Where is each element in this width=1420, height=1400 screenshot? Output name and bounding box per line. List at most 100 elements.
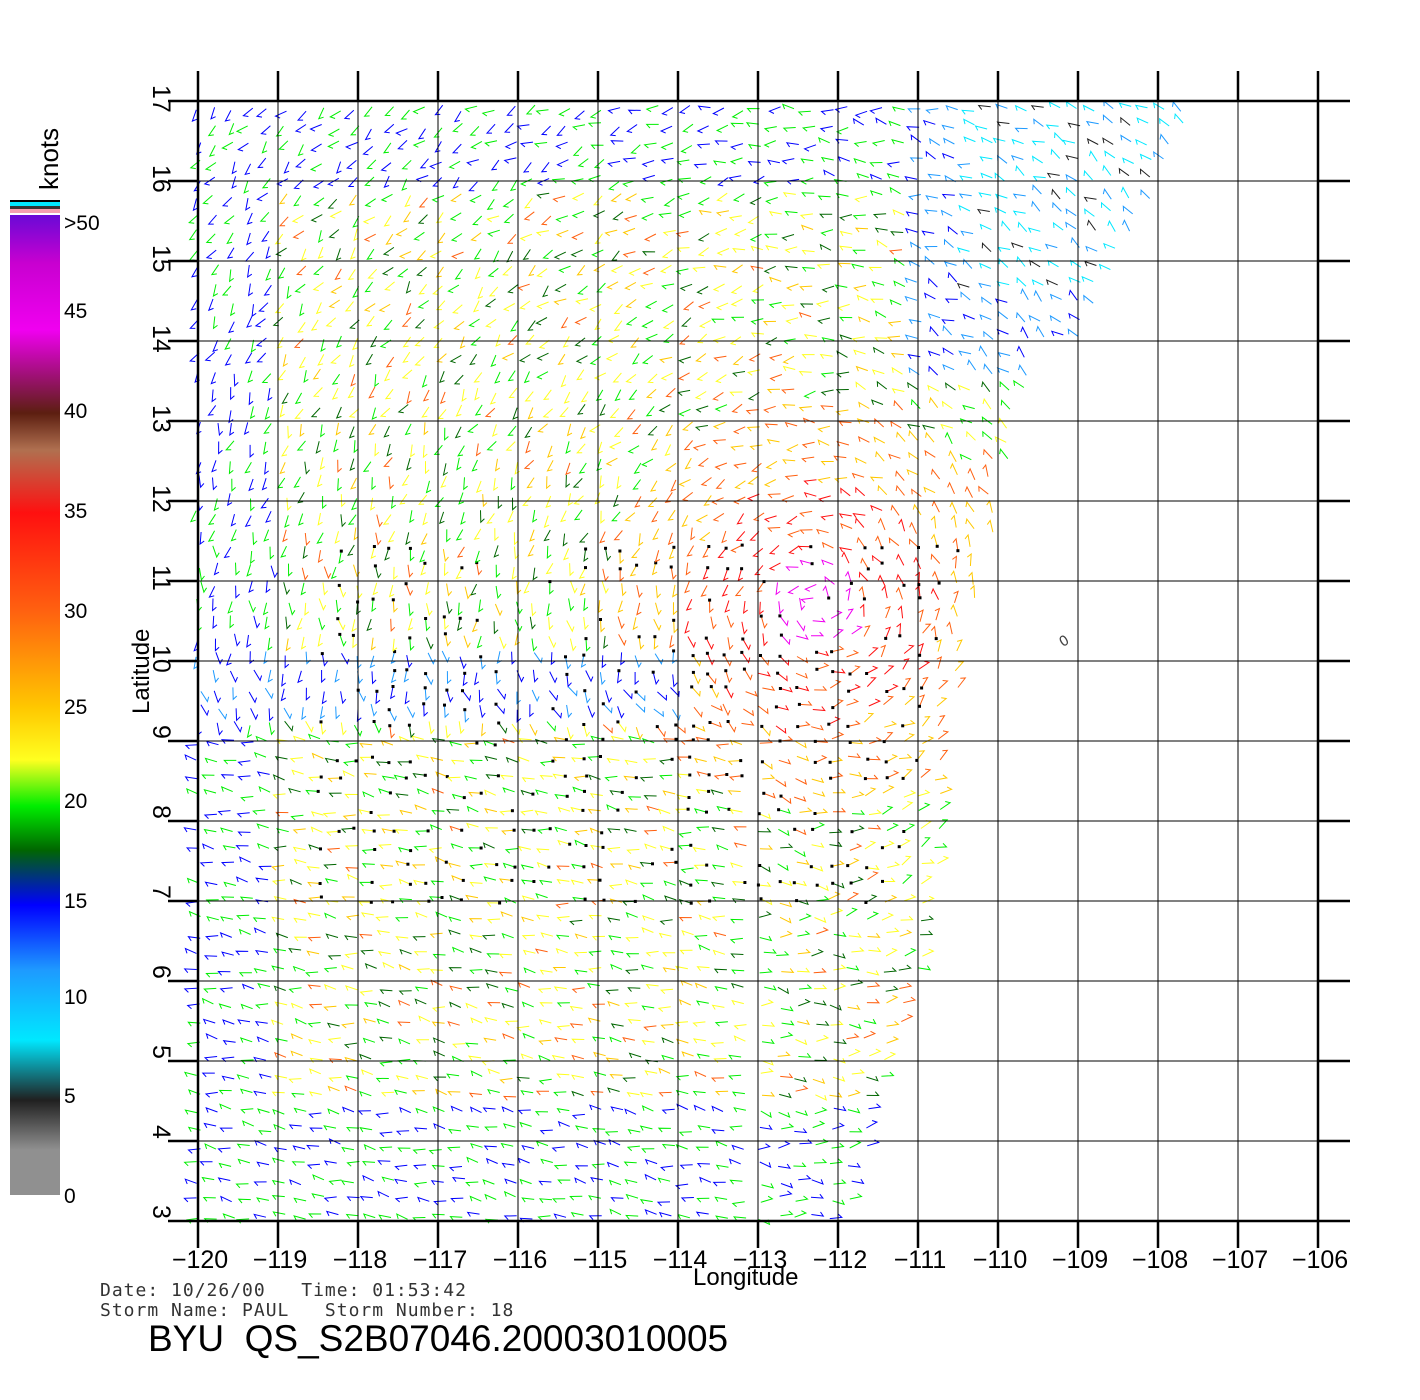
wind-barb xyxy=(589,109,602,119)
wind-barb xyxy=(931,500,940,513)
wind-barb xyxy=(605,457,618,467)
wind-barb xyxy=(803,334,817,340)
wind-barb xyxy=(381,266,394,276)
wind-barb xyxy=(540,215,552,226)
wind-barb xyxy=(588,1195,602,1201)
wind-barb xyxy=(800,224,814,231)
wind-barb xyxy=(1033,289,1042,302)
wind-barb xyxy=(481,109,495,117)
wind-barb xyxy=(852,512,866,518)
wind-barb xyxy=(938,730,950,740)
wind-barb xyxy=(224,110,232,122)
wind-barb xyxy=(446,583,453,597)
wind-barb xyxy=(731,110,744,119)
wind-barb xyxy=(863,1030,877,1039)
wind-barb xyxy=(698,531,711,541)
wind-barb xyxy=(928,365,939,376)
wind-barb xyxy=(617,721,627,733)
wind-barb xyxy=(1065,100,1077,109)
wind-barb xyxy=(535,230,549,237)
wind-barb xyxy=(747,475,759,485)
wind-barb xyxy=(345,914,360,921)
wind-barb xyxy=(357,689,366,703)
wind-barb xyxy=(676,773,690,779)
wind-barb xyxy=(397,1021,411,1027)
wind-barb xyxy=(498,971,512,977)
wind-barb xyxy=(433,1050,446,1057)
wind-barb xyxy=(353,527,359,541)
wind-barb xyxy=(936,656,943,669)
wind-barb xyxy=(746,493,760,502)
wind-barb xyxy=(978,344,988,357)
wind-barb xyxy=(849,1127,863,1133)
wind-barb xyxy=(245,198,251,211)
rain-flag-marker xyxy=(762,580,766,584)
wind-barb xyxy=(253,927,266,934)
wind-barb xyxy=(522,162,532,173)
wind-barb xyxy=(764,985,777,991)
color-bar-cap xyxy=(10,209,60,213)
wind-barb xyxy=(850,739,864,745)
wind-barb xyxy=(954,661,965,672)
wind-barb xyxy=(695,514,708,523)
wind-barb xyxy=(608,883,622,890)
wind-barb xyxy=(927,384,939,392)
wind-barb xyxy=(271,1195,285,1200)
wind-barb xyxy=(605,989,619,995)
wind-barb xyxy=(429,969,443,974)
wind-barb xyxy=(536,192,550,199)
wind-barb xyxy=(617,616,625,630)
wind-barb xyxy=(246,232,252,246)
rain-flag-marker xyxy=(445,688,449,692)
wind-barb xyxy=(308,1091,322,1097)
wind-barb xyxy=(607,1087,620,1093)
wind-barb xyxy=(434,497,444,508)
wind-barb xyxy=(745,691,758,697)
wind-barb xyxy=(930,587,940,600)
wind-barb xyxy=(1049,293,1062,300)
wind-barb xyxy=(763,180,777,187)
color-bar-segment xyxy=(10,513,60,610)
wind-barb xyxy=(811,724,824,731)
wind-barb xyxy=(730,918,744,924)
wind-barb xyxy=(250,339,256,353)
wind-barb xyxy=(811,1211,825,1217)
rain-flag-marker xyxy=(848,672,852,676)
wind-barb xyxy=(211,460,217,473)
wind-barb xyxy=(888,249,903,255)
wind-barb xyxy=(256,843,270,849)
wind-barb xyxy=(187,936,201,942)
wind-barb xyxy=(498,953,512,959)
wind-barb xyxy=(310,143,322,153)
wind-barb xyxy=(416,250,426,261)
rain-flag-marker xyxy=(620,790,624,794)
wind-barb xyxy=(854,227,869,233)
wind-barb xyxy=(626,409,636,420)
y-tick-label: 16 xyxy=(147,165,175,193)
wind-barb xyxy=(373,721,382,734)
rain-flag-marker xyxy=(391,598,395,602)
wind-barb xyxy=(662,320,675,330)
wind-barb xyxy=(939,749,949,761)
wind-barb xyxy=(798,406,812,412)
wind-barb xyxy=(404,195,412,208)
wind-barb xyxy=(641,355,654,365)
wind-barb xyxy=(658,932,672,939)
wind-barb xyxy=(848,684,862,692)
wind-barb xyxy=(696,125,709,134)
wind-barb xyxy=(645,388,657,399)
wind-barb xyxy=(362,1037,376,1044)
wind-barb xyxy=(871,140,885,147)
wind-barb xyxy=(645,123,659,129)
wind-barb xyxy=(922,735,935,745)
wind-barb xyxy=(532,509,538,523)
wind-barb xyxy=(682,123,694,133)
wind-barb xyxy=(226,247,235,259)
wind-barb xyxy=(661,283,675,290)
wind-barb xyxy=(695,405,709,413)
wind-barb xyxy=(929,137,941,146)
wind-barb xyxy=(922,424,935,431)
wind-barb xyxy=(768,210,782,217)
wind-barb xyxy=(585,670,594,683)
wind-barb xyxy=(553,251,567,260)
